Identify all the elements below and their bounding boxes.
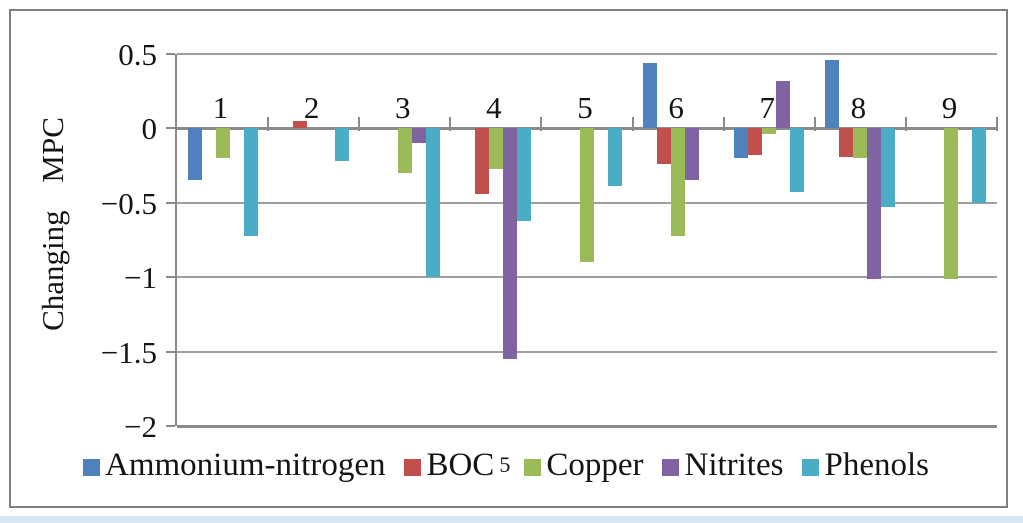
bar-ammonium-nitrogen-cat1 [187,128,202,181]
legend-label-nitrites: Nitrites [684,447,784,483]
bar-phenols-cat5 [608,128,622,187]
legend-swatch-phenols [802,458,820,476]
bar-phenols-cat8 [881,128,896,208]
x-axis-tick [358,117,361,132]
bar-copper-cat9 [944,128,959,279]
x-axis-tick [449,117,452,132]
legend-swatch-nitrites [662,458,680,476]
bar-boc5-cat2 [292,120,307,129]
legend-label-boc5: BOC [426,447,495,483]
category-label-7: 7 [759,90,775,126]
gridline-y-0.5 [177,53,997,55]
legend-sub-5: 5 [499,452,511,477]
bar-ammonium-nitrogen-cat7 [734,128,749,159]
category-label-2: 2 [303,90,320,126]
category-label-4: 4 [486,90,502,126]
bar-phenols-cat1 [243,128,258,236]
bar-phenols-cat7 [790,128,805,193]
y-tick-label: 0.5 [118,37,157,72]
bar-boc5-cat8 [839,128,854,157]
bar-copper-cat4 [488,128,503,169]
category-label-6: 6 [668,90,684,126]
bar-boc5-cat4 [474,128,489,194]
x-axis-tick [904,117,907,132]
bar-copper-cat6 [671,128,686,236]
bar-copper-cat3 [397,128,412,174]
legend-label-copper: Copper [546,447,644,483]
y-tick-label: 0 [141,111,158,147]
y-axis-line [175,54,177,426]
bar-nitrites-cat8 [867,128,882,279]
legend-label-ammonium-nitrogen: Ammonium-nitrogen [105,447,386,483]
gridline-y--2 [177,424,997,428]
category-label-8: 8 [850,90,867,126]
x-axis-tick [631,117,634,132]
bar-copper-cat1 [215,128,230,159]
x-axis-tick [540,117,543,132]
y-axis-tick [166,425,175,427]
plot-area: 0.5 0 −0.5 −1 −1.5 −2 1 2 3 4 5 6 7 8 9 [101,39,998,442]
gridline-y--1.5 [177,350,997,353]
bar-phenols-cat3 [425,128,440,278]
bar-copper-cat7 [762,128,777,135]
bar-nitrites-cat6 [685,128,700,181]
y-axis-tick [166,276,175,279]
legend-item-nitrites: Nitrites [662,445,788,485]
legend: Ammonium-nitrogen BOC 5 Copper Nitrites P… [11,445,1006,485]
x-axis-tick [267,117,270,132]
category-label-9: 9 [941,90,958,126]
y-tick-label: −0.5 [100,185,157,221]
bar-phenols-cat2 [334,128,349,162]
chart-figure: Changing MPC 0.5 0 −0.5 −1 −1.5 −2 1 2 3 4 5 6 7 8 9 A… [9,9,1008,508]
legend-item-ammonium-nitrogen: Ammonium-nitrogen [83,445,390,485]
legend-label-phenols: Phenols [824,447,929,483]
bar-boc5-cat7 [748,128,763,156]
page-bottom-strip [0,516,1023,523]
bar-phenols-cat9 [972,128,987,203]
bar-nitrites-cat4 [502,128,517,360]
y-tick-label: −2 [124,409,157,444]
category-label-3: 3 [395,90,411,126]
y-tick-label: −1.5 [100,334,157,370]
category-label-1: 1 [212,90,229,126]
x-axis-tick [813,117,816,132]
bar-boc5-cat6 [657,128,672,165]
bar-nitrites-cat7 [776,80,791,129]
bar-phenols-cat4 [516,128,531,221]
y-axis-tick [166,201,175,204]
y-axis-tick [166,53,175,55]
y-axis-tick [166,350,175,353]
gridline-y--1 [177,276,997,279]
legend-swatch-boc5 [404,458,422,476]
legend-swatch-copper [524,458,542,476]
category-label-5: 5 [577,90,593,126]
bar-ammonium-nitrogen-cat8 [825,59,840,129]
y-tick-label: −1 [124,260,157,296]
bar-ammonium-nitrogen-cat6 [643,62,658,129]
y-axis-tick [166,127,175,130]
legend-item-phenols: Phenols [802,445,934,485]
legend-item-boc5: BOC 5 [404,445,510,485]
x-axis-tick [996,117,998,132]
bar-nitrites-cat3 [411,128,426,144]
legend-swatch-ammonium-nitrogen [83,458,100,476]
legend-item-copper: Copper [524,445,648,485]
bar-copper-cat8 [853,128,868,159]
bar-copper-cat5 [580,128,594,263]
x-axis-tick [722,117,725,132]
